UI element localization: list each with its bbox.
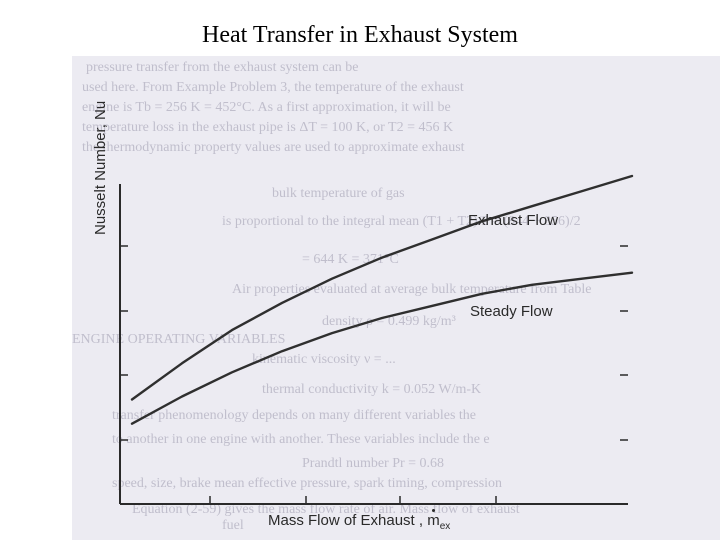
x-axis-label-mdot: m bbox=[427, 509, 440, 529]
slide-title: Heat Transfer in Exhaust System bbox=[202, 22, 518, 48]
background-text-line: Equation (2-59) gives the mass flow rate… bbox=[132, 502, 520, 517]
background-text-line: bulk temperature of gas bbox=[272, 186, 405, 201]
x-axis-label-text: Mass Flow of Exhaust , m bbox=[268, 509, 440, 529]
x-axis-label: Mass Flow of Exhaust , mex bbox=[268, 509, 451, 532]
series-line-steady-flow bbox=[130, 271, 634, 425]
background-text-line: temperature loss in the exhaust pipe is … bbox=[82, 120, 454, 135]
background-text-line: = 644 K = 371°C bbox=[302, 252, 399, 267]
series-label-exhaust-flow: Exhaust Flow bbox=[468, 212, 559, 229]
background-text-line: thermal conductivity k = 0.052 W/m-K bbox=[262, 382, 482, 397]
y-axis-label: Nusselt Number, Nu bbox=[92, 100, 109, 235]
background-text-line: speed, size, brake mean effective pressu… bbox=[112, 476, 503, 491]
background-text-line: used here. From Example Problem 3, the t… bbox=[82, 80, 464, 95]
background-text-line: to another in one engine with another. T… bbox=[112, 432, 490, 447]
background-text-line: fuel bbox=[222, 518, 244, 533]
background-text-line: Prandtl number Pr = 0.68 bbox=[302, 456, 445, 471]
background-text-line: the thermodynamic property values are us… bbox=[82, 140, 465, 155]
background-text-line: transfer phenomenology depends on many d… bbox=[112, 408, 477, 423]
x-axis-label-subscript: ex bbox=[439, 521, 451, 532]
series-label-steady-flow: Steady Flow bbox=[470, 303, 553, 320]
chart bbox=[119, 174, 634, 505]
background-text-line: ENGINE OPERATING VARIABLES bbox=[72, 332, 286, 347]
background-text-line: pressure transfer from the exhaust syste… bbox=[86, 60, 359, 75]
background-text-line: engine is Tb = 256 K = 452°C. As a first… bbox=[82, 100, 451, 115]
background-text-line: kinematic viscosity ν = ... bbox=[252, 352, 396, 367]
series-line-exhaust-flow bbox=[130, 174, 634, 401]
background-text-line: Air properties evaluated at average bulk… bbox=[232, 282, 592, 297]
